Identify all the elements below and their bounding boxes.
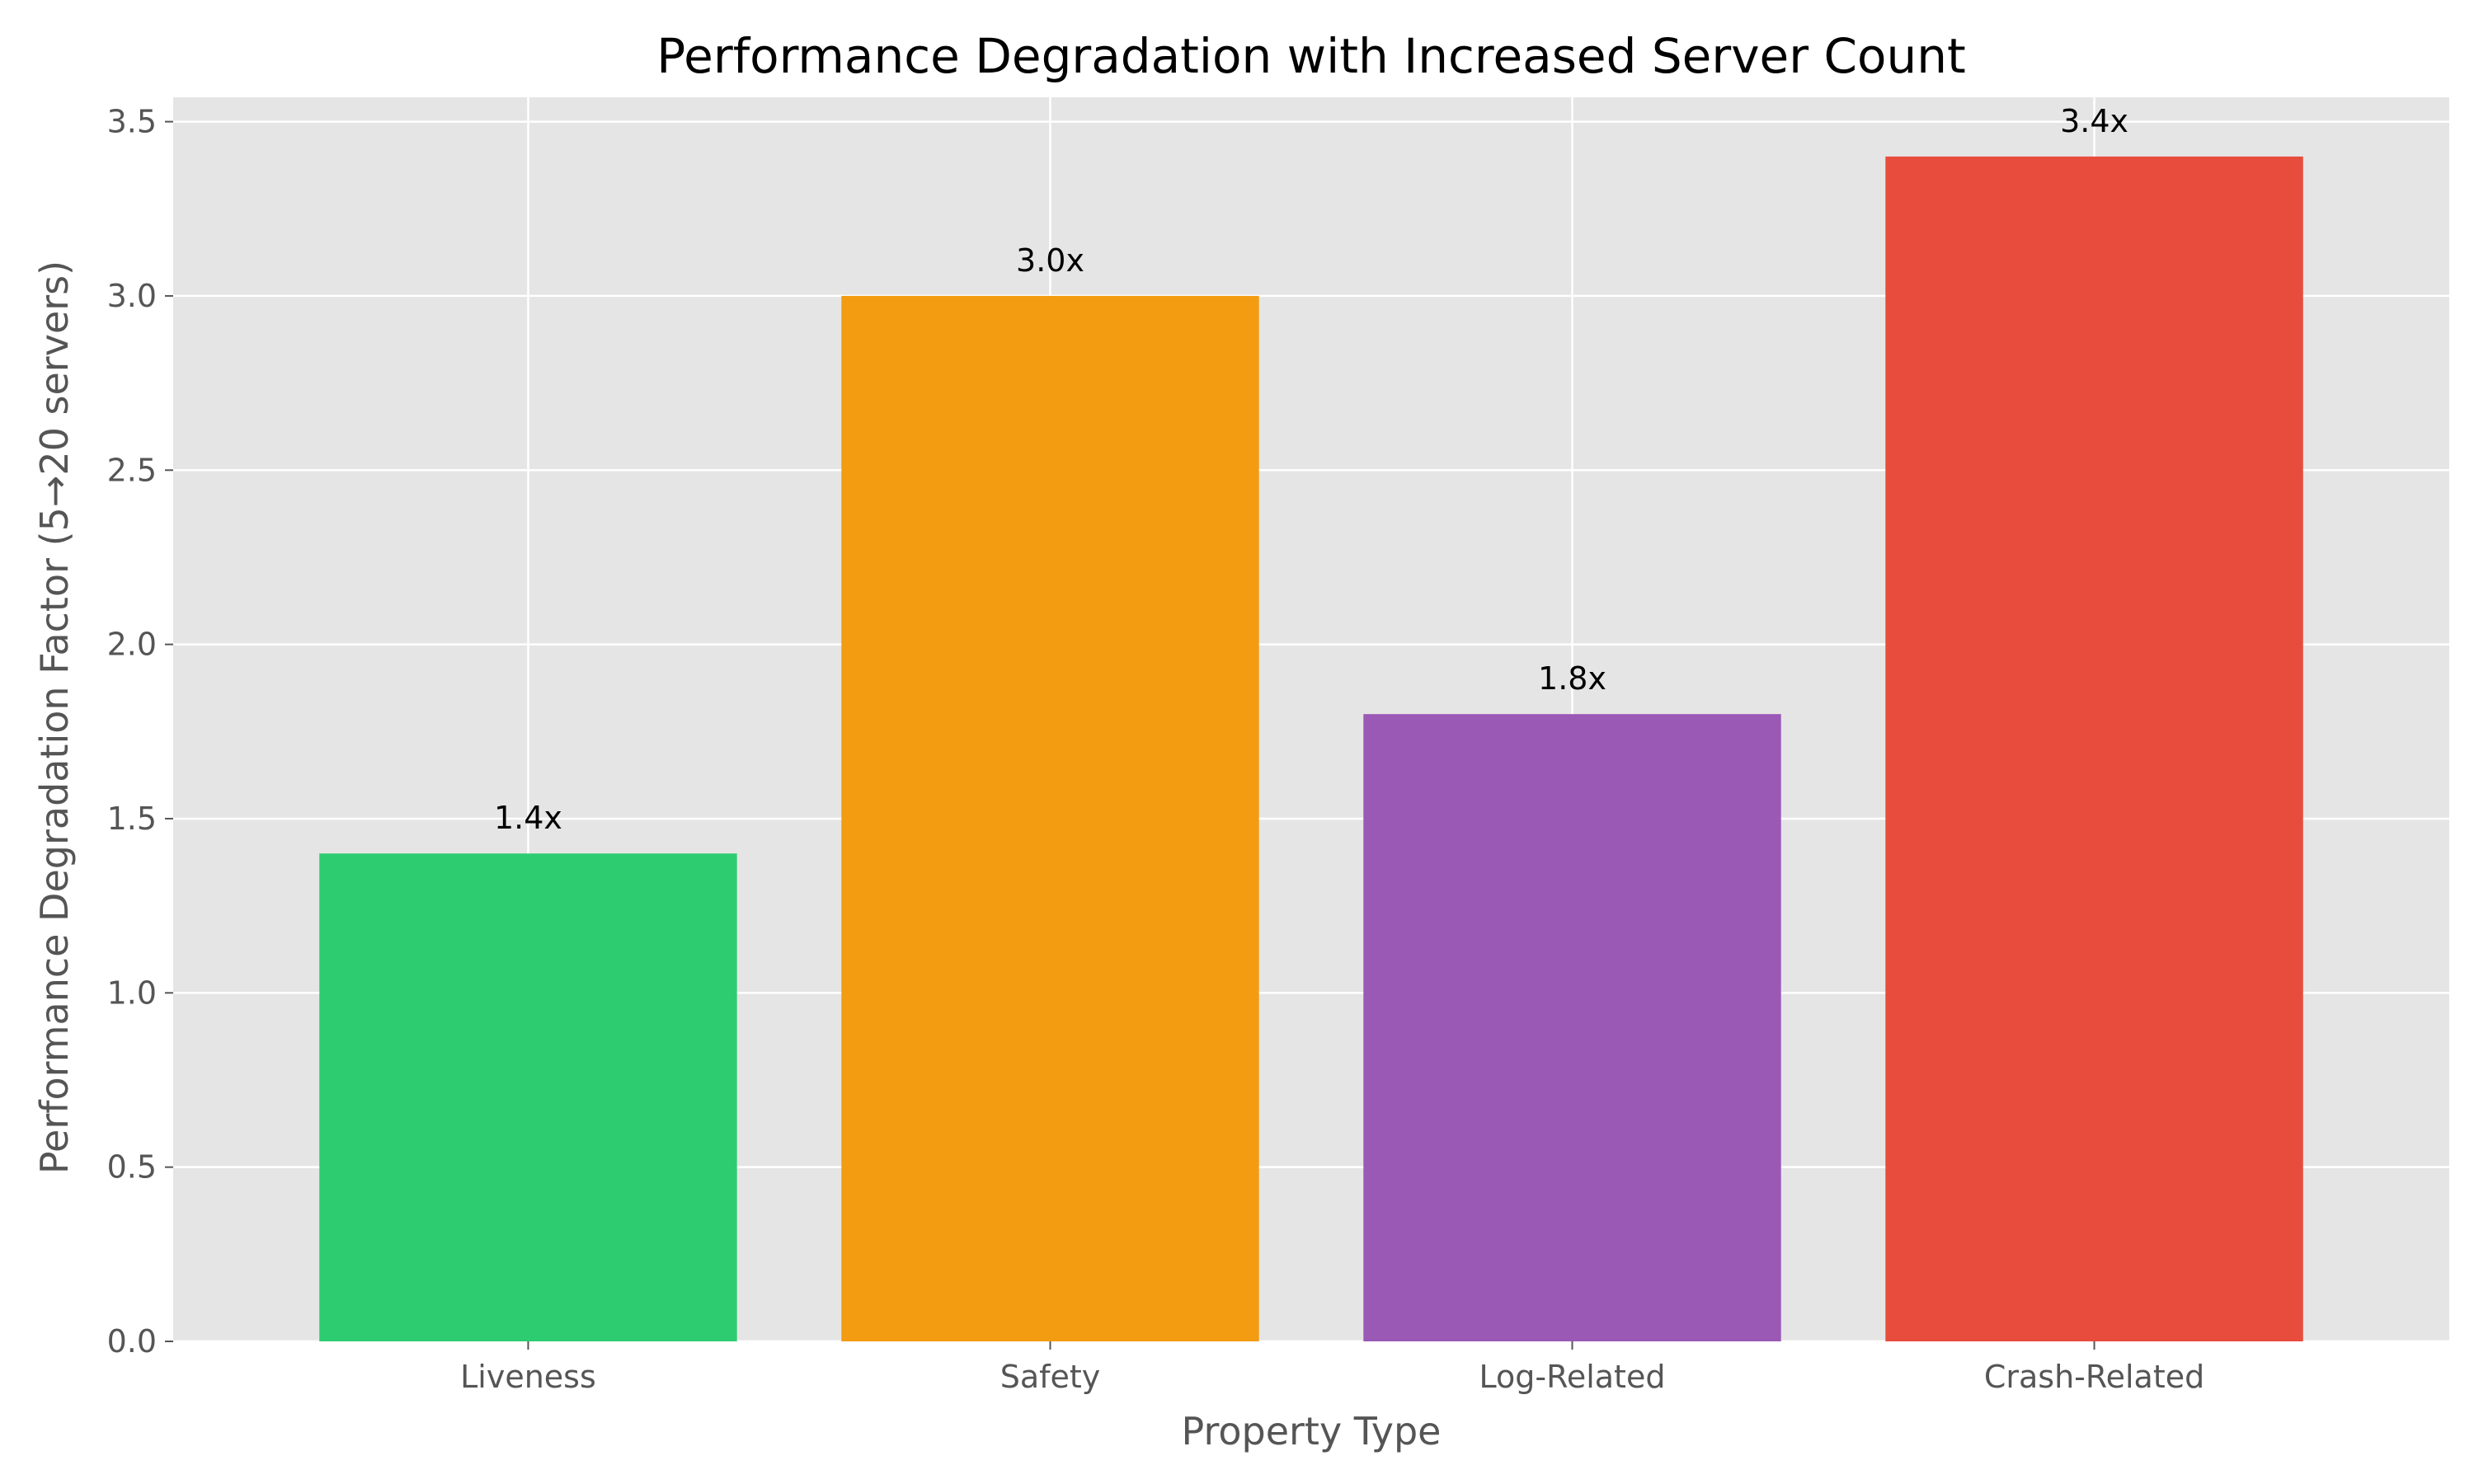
bar-crash-related xyxy=(1885,156,2303,1341)
y-tick-label: 0.0 xyxy=(107,1323,157,1360)
x-axis-label: Property Type xyxy=(1182,1409,1442,1453)
bar-value-label: 3.4x xyxy=(2060,103,2128,139)
chart-title: Performance Degradation with Increased S… xyxy=(656,28,1966,84)
x-tick-label: Crash-Related xyxy=(1984,1359,2204,1395)
bar-log-related xyxy=(1363,714,1781,1341)
y-axis-ticks: 0.0 0.5 1.0 1.5 2.0 2.5 3.0 3.5 xyxy=(107,104,173,1360)
x-tick-label: Liveness xyxy=(460,1359,596,1395)
y-tick-label: 1.0 xyxy=(107,974,157,1011)
y-tick-label: 1.5 xyxy=(107,801,157,837)
y-tick-label: 0.5 xyxy=(107,1149,157,1186)
bars xyxy=(319,156,2303,1342)
data-labels: 1.4x 3.0x 1.8x 3.4x xyxy=(494,103,2128,836)
y-tick-label: 3.5 xyxy=(107,104,157,140)
bar-safety xyxy=(841,295,1259,1342)
bar-value-label: 1.4x xyxy=(494,800,562,836)
y-tick-label: 2.0 xyxy=(107,627,157,663)
x-axis-ticks: Liveness Safety Log-Related Crash-Related xyxy=(460,1341,2204,1395)
y-axis-label: Performance Degradation Factor (5→20 ser… xyxy=(32,261,77,1174)
x-tick-label: Safety xyxy=(1000,1359,1101,1395)
y-tick-label: 3.0 xyxy=(107,278,157,314)
bar-liveness xyxy=(319,853,737,1341)
bar-value-label: 1.8x xyxy=(1538,660,1606,697)
y-tick-label: 2.5 xyxy=(107,452,157,488)
bar-value-label: 3.0x xyxy=(1016,242,1084,279)
x-tick-label: Log-Related xyxy=(1479,1359,1666,1395)
